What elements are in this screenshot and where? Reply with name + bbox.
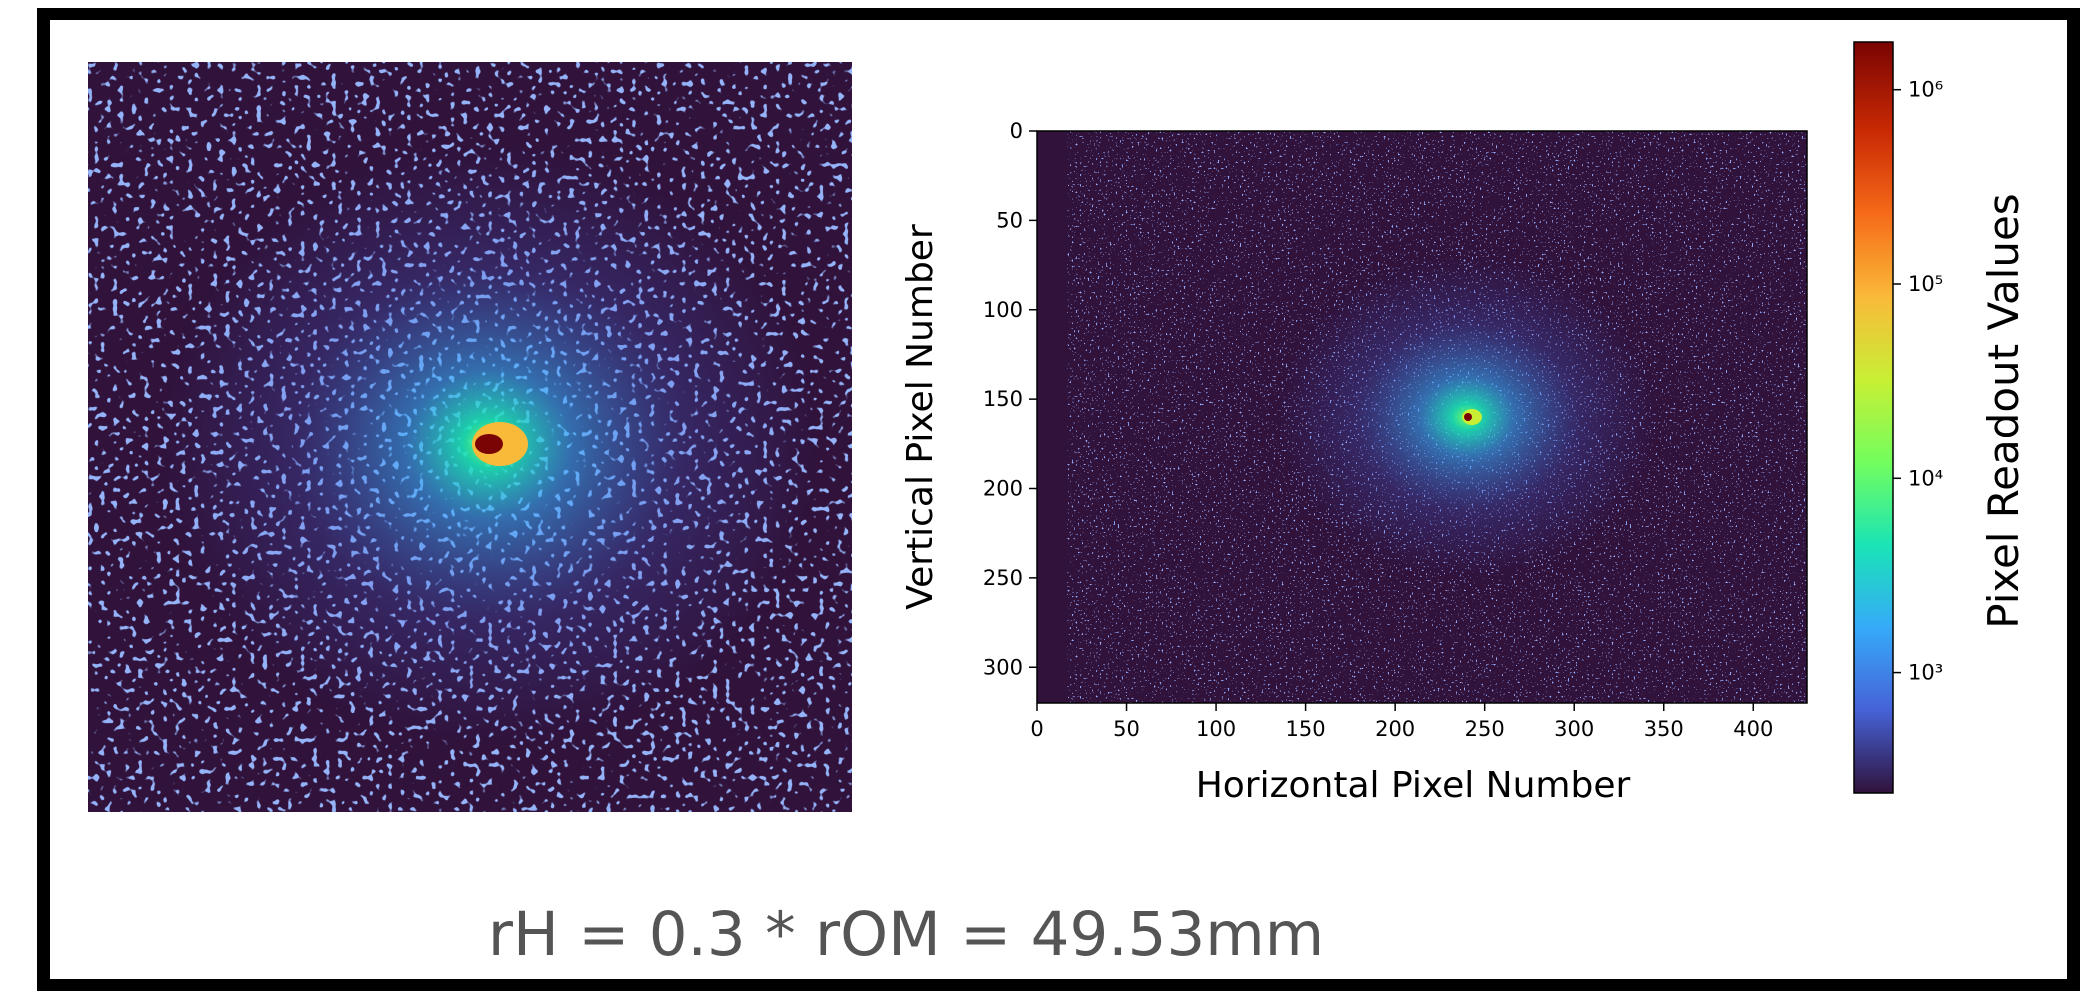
y-tick-label: 0 xyxy=(1010,119,1023,143)
colorbar-tick-label: 10⁵ xyxy=(1908,272,1943,296)
colorbar-tick-label: 10⁶ xyxy=(1908,78,1943,102)
y-tick-label: 50 xyxy=(996,208,1023,232)
x-tick-label: 350 xyxy=(1644,717,1684,741)
y-axis-label: Vertical Pixel Number xyxy=(900,224,941,610)
x-tick-label: 250 xyxy=(1465,717,1505,741)
x-tick-label: 0 xyxy=(1030,717,1043,741)
x-tick-label: 400 xyxy=(1733,717,1773,741)
colorbar-label: Pixel Readout Values xyxy=(1979,193,2028,628)
colorbar xyxy=(1854,42,1893,793)
colorbar-tick-label: 10⁴ xyxy=(1908,466,1943,490)
x-axis-label: Horizontal Pixel Number xyxy=(1196,765,1631,806)
colorbar-tick-label: 10³ xyxy=(1908,661,1943,685)
figure: Horizontal Pixel Number Vertical Pixel N… xyxy=(0,0,2080,991)
right-image xyxy=(1037,117,1867,717)
y-tick-label: 250 xyxy=(983,566,1023,590)
x-tick-label: 300 xyxy=(1554,717,1594,741)
x-tick-label: 100 xyxy=(1196,717,1236,741)
y-tick-label: 100 xyxy=(983,298,1023,322)
y-tick-label: 300 xyxy=(983,655,1023,679)
y-tick-label: 150 xyxy=(983,387,1023,411)
y-tick-label: 200 xyxy=(983,477,1023,501)
x-tick-label: 200 xyxy=(1375,717,1415,741)
caption: rH = 0.3 * rOM = 49.53mm xyxy=(488,899,1324,970)
x-tick-label: 150 xyxy=(1286,717,1326,741)
left-image xyxy=(88,62,852,812)
x-tick-label: 50 xyxy=(1113,717,1140,741)
